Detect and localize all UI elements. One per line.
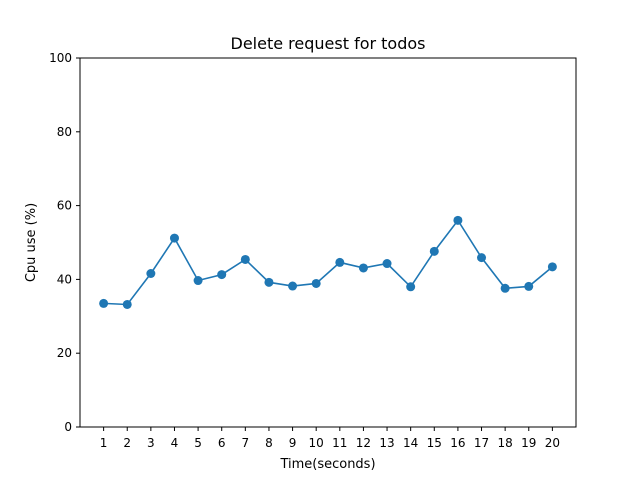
data-point: [335, 257, 345, 267]
plot-area: [99, 215, 557, 309]
y-tick-label: 100: [49, 51, 72, 65]
chart-title: Delete request for todos: [231, 34, 426, 53]
data-point: [382, 259, 392, 269]
y-tick-label: 20: [57, 346, 72, 360]
data-point: [288, 281, 298, 291]
data-point: [406, 282, 416, 292]
data-point: [429, 246, 439, 256]
y-axis: 0 20 40 60 80 100: [49, 51, 80, 434]
x-tick-label: 19: [521, 436, 536, 450]
data-point: [311, 278, 321, 288]
data-point: [547, 262, 557, 272]
x-axis: 1 2 3 4 5 6 7 8 9 10 11 12 13 14 15 16 17 18 19 20: [100, 427, 560, 450]
plot-frame: [79, 57, 577, 428]
x-tick-label: 20: [545, 436, 560, 450]
x-tick-label: 10: [309, 436, 324, 450]
data-point: [524, 281, 534, 291]
x-tick-label: 11: [332, 436, 347, 450]
x-tick-label: 13: [379, 436, 394, 450]
x-tick-label: 16: [450, 436, 465, 450]
data-point: [477, 253, 487, 263]
x-tick-label: 1: [100, 436, 108, 450]
y-tick-label: 40: [57, 272, 72, 286]
x-tick-label: 9: [289, 436, 297, 450]
data-point: [217, 270, 227, 280]
y-tick-label: 80: [57, 125, 72, 139]
data-point: [193, 276, 203, 286]
series-line: [103, 218, 553, 306]
x-tick-label: 8: [265, 436, 273, 450]
x-axis-label: Time(seconds): [279, 457, 375, 472]
x-tick-label: 5: [194, 436, 202, 450]
data-point: [169, 233, 179, 243]
data-point: [453, 215, 463, 225]
data-point: [146, 268, 156, 278]
data-point: [358, 263, 368, 273]
x-tick-label: 4: [171, 436, 179, 450]
x-tick-label: 3: [147, 436, 155, 450]
x-tick-label: 14: [403, 436, 418, 450]
y-axis-label: Cpu use (%): [24, 203, 39, 282]
y-tick-label: 0: [64, 420, 72, 434]
x-tick-label: 18: [498, 436, 513, 450]
data-point: [99, 298, 109, 308]
data-point: [264, 277, 274, 287]
x-tick-label: 12: [356, 436, 371, 450]
x-tick-label: 15: [427, 436, 442, 450]
x-tick-label: 2: [123, 436, 131, 450]
x-tick-label: 7: [242, 436, 250, 450]
data-point: [122, 299, 132, 309]
data-point: [500, 283, 510, 293]
x-tick-label: 17: [474, 436, 489, 450]
y-tick-label: 60: [57, 199, 72, 213]
data-point: [240, 254, 250, 264]
x-tick-label: 6: [218, 436, 226, 450]
